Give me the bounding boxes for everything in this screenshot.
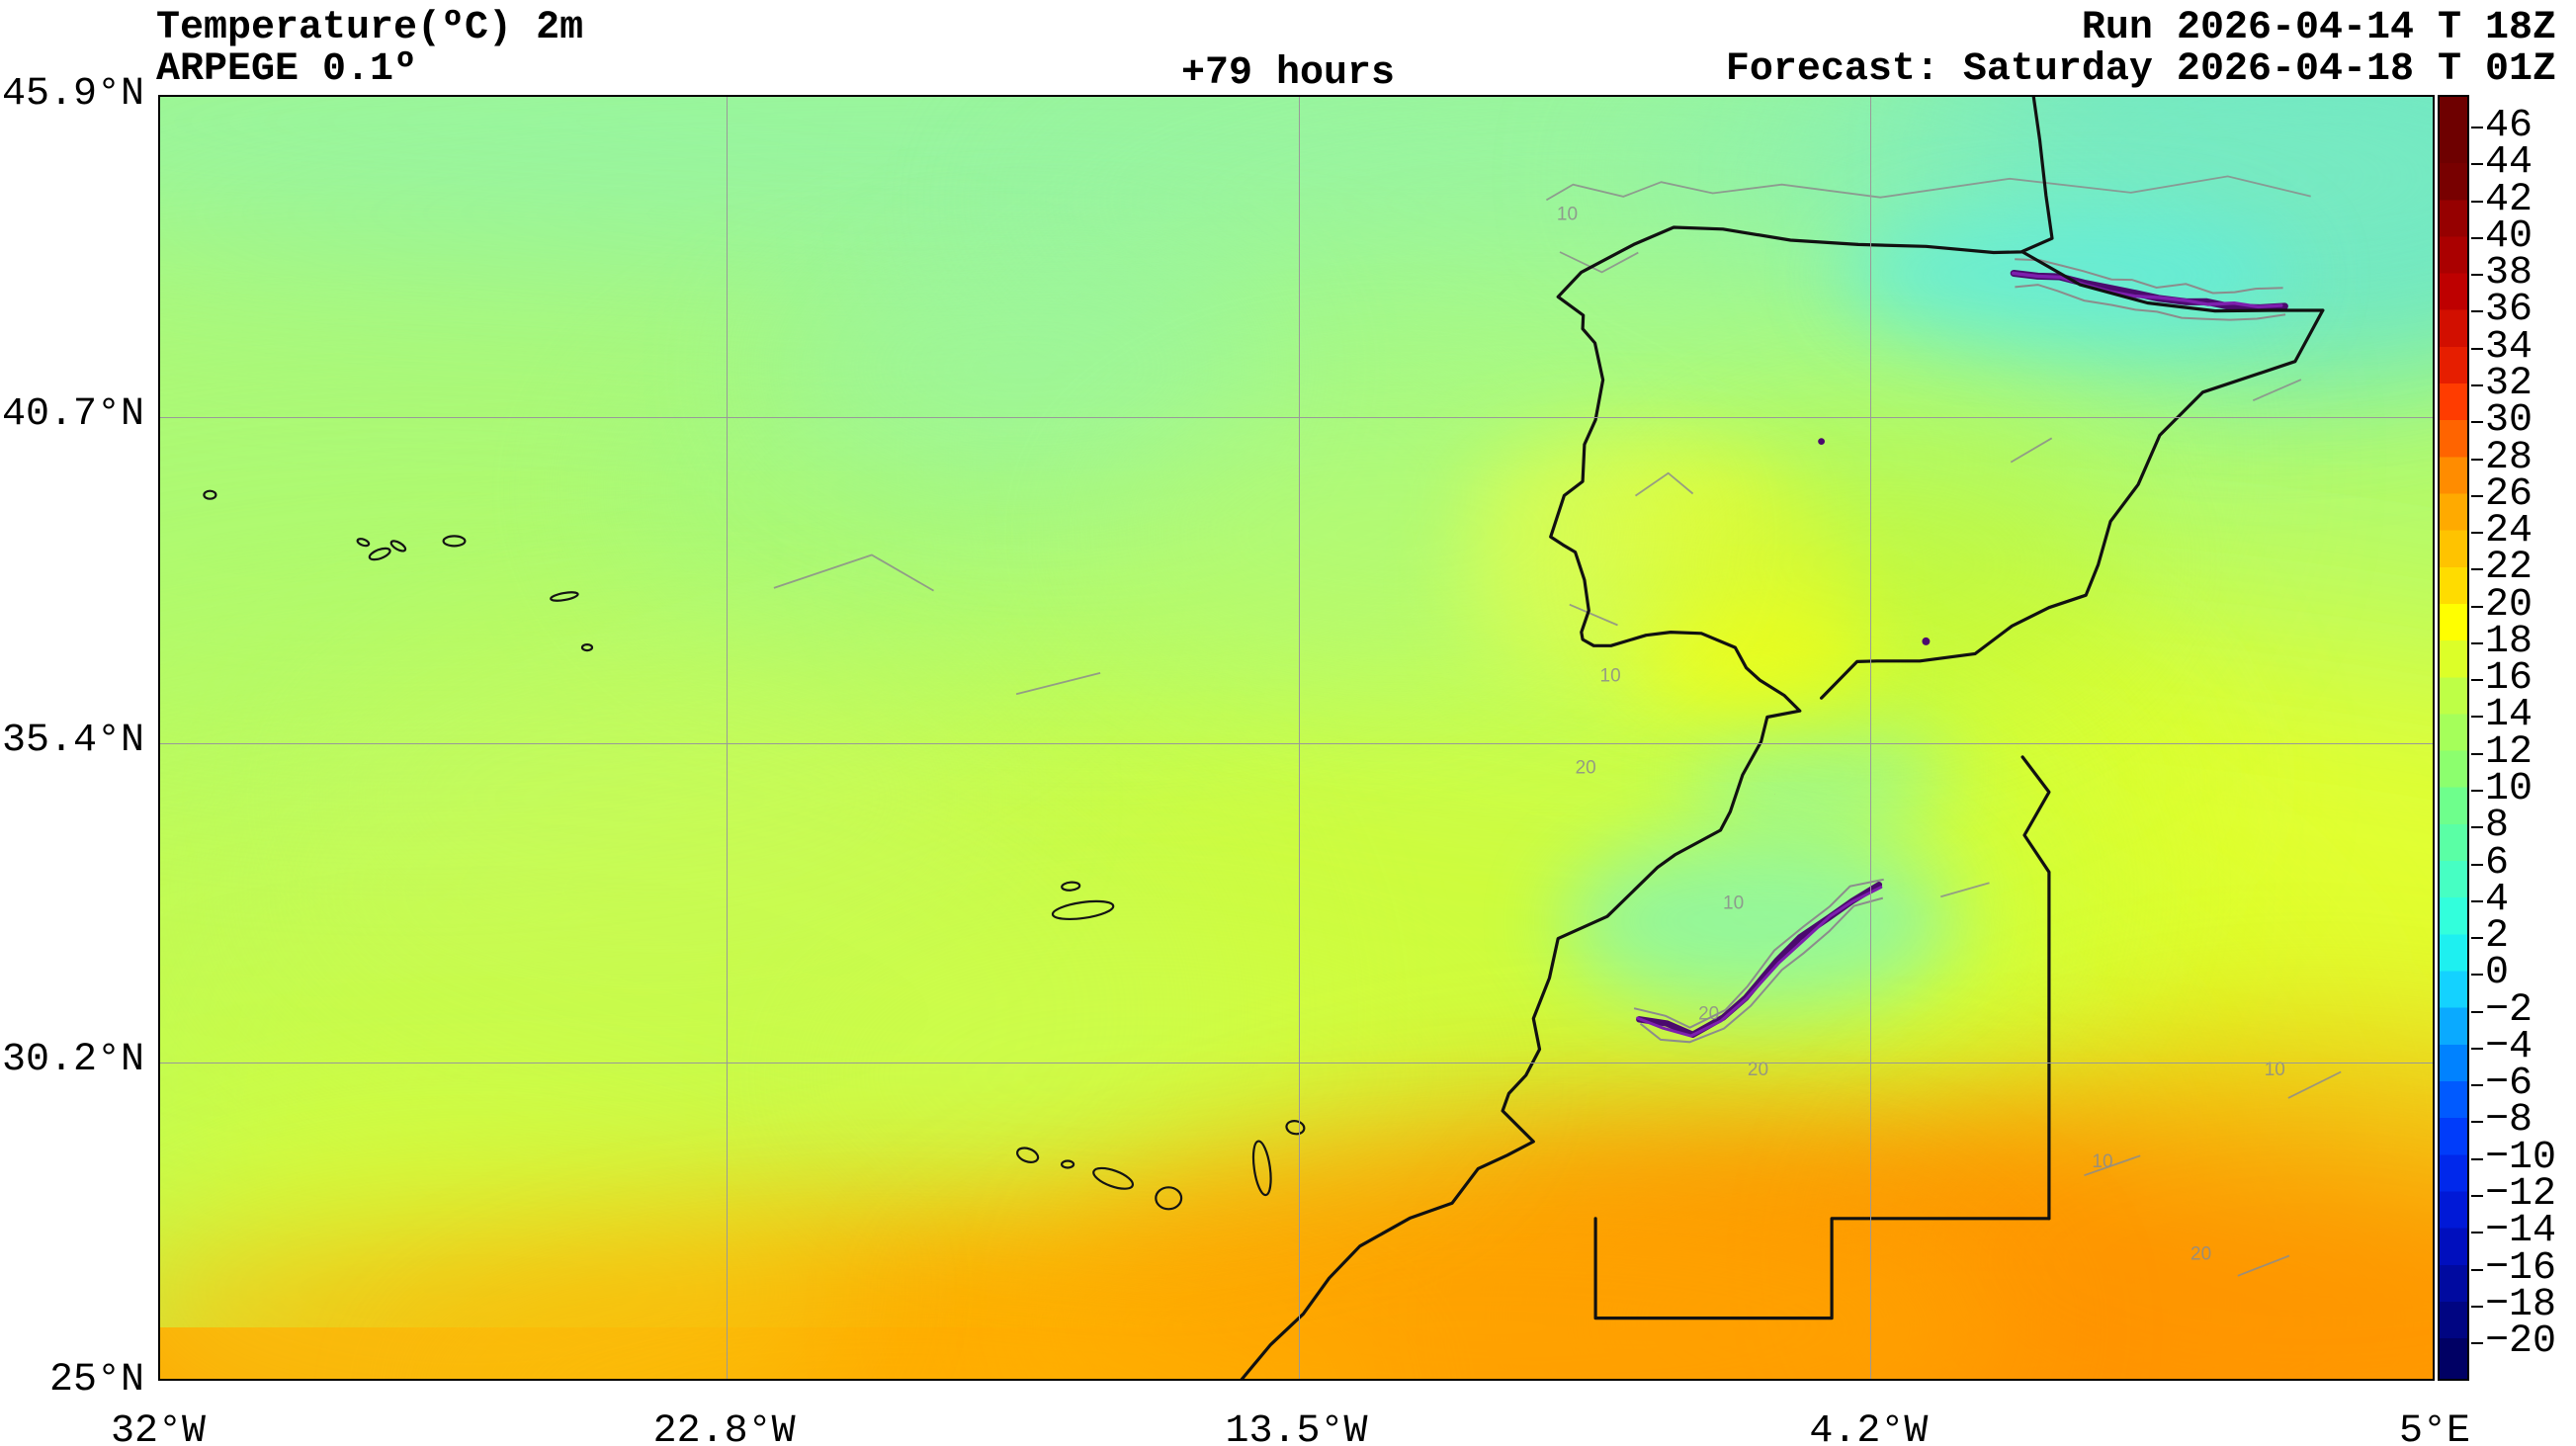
- svg-text:20: 20: [1576, 758, 1596, 779]
- svg-text:10: 10: [1557, 205, 1578, 225]
- svg-text:10: 10: [1600, 665, 1621, 686]
